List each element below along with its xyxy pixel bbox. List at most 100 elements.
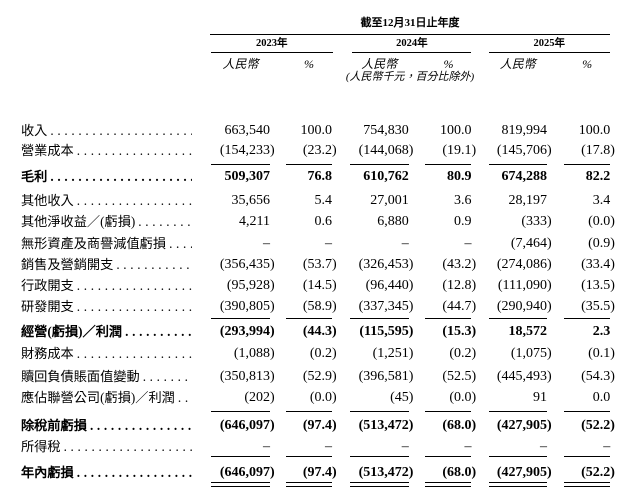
dot-leader: ........................................… — [76, 299, 192, 315]
unit-note: (人民幣千元，百分比除外) — [345, 70, 475, 83]
period-header: 截至12月31日止年度 — [360, 17, 460, 29]
value-cell: (33.4) — [581, 256, 615, 272]
value-cell: (1,075) — [510, 346, 552, 362]
row-label: 其他收入....................................… — [21, 190, 192, 212]
value-cell: (44.7) — [442, 299, 477, 315]
value-cell: 4,211 — [239, 214, 270, 230]
subtotal-rule — [349, 455, 409, 457]
year-header: 2024年 — [396, 37, 428, 49]
value-cell: (0.1) — [588, 346, 615, 362]
table-row: 所得稅.....................................… — [0, 436, 640, 458]
amount-column-header: 人民幣 — [361, 56, 398, 71]
value-cell: 754,830 — [363, 122, 409, 138]
dot-leader: ........................................… — [169, 235, 192, 251]
value-cell: 18,572 — [508, 323, 547, 339]
subtotal-rule — [286, 163, 332, 165]
table-row: 財務成本....................................… — [0, 343, 640, 365]
header-top-rule — [210, 33, 610, 35]
subtotal-rule — [488, 318, 547, 319]
row-label: 所得稅.....................................… — [21, 436, 192, 458]
year-header: 2025年 — [533, 37, 566, 49]
table-row: 營業成本....................................… — [0, 140, 640, 162]
value-cell: (0.0) — [309, 390, 337, 406]
subtotal-rule — [425, 318, 472, 319]
dot-leader: ........................................… — [76, 142, 192, 158]
total-double-rule — [425, 485, 472, 487]
value-cell: (646,097) — [219, 464, 275, 480]
row-label-text: 銷售及營銷開支 — [21, 256, 114, 272]
table-row: 毛利......................................… — [0, 166, 640, 188]
dot-leader: ........................................… — [76, 464, 192, 480]
value-cell: (396,581) — [358, 368, 414, 384]
row-label: 銷售及營銷開支.................................… — [21, 254, 192, 276]
value-cell: (274,086) — [496, 256, 552, 272]
subtotal-rule — [488, 411, 547, 412]
subtotal-rule — [349, 318, 409, 319]
year-rule — [211, 52, 333, 54]
total-double-rule — [564, 485, 611, 487]
value-cell: 100.0 — [300, 122, 333, 138]
dot-leader: ........................................… — [50, 168, 192, 184]
value-cell: 76.8 — [307, 168, 333, 184]
row-label-text: 經營(虧損)／利潤 — [21, 323, 123, 339]
value-cell: 674,288 — [501, 168, 547, 184]
total-double-rule — [286, 482, 332, 483]
value-cell: 509,307 — [224, 168, 271, 184]
value-cell: (154,233) — [219, 142, 275, 158]
value-cell: (513,472) — [358, 464, 414, 480]
row-label-text: 其他收入 — [21, 193, 74, 209]
row-label: 財務成本....................................… — [21, 343, 192, 365]
amount-column-header: 人民幣 — [222, 56, 259, 71]
total-double-rule — [488, 482, 547, 483]
row-label-text: 應佔聯營公司(虧損)／利潤 — [21, 390, 175, 406]
dot-leader: ........................................… — [116, 256, 192, 272]
value-cell: (111,090) — [497, 277, 552, 293]
table-row: 銷售及營銷開支.................................… — [0, 254, 640, 276]
dot-leader: ........................................… — [89, 417, 192, 433]
table-row: 收入......................................… — [0, 120, 640, 142]
year-header: 2023年 — [256, 37, 288, 49]
value-cell: (44.3) — [302, 323, 337, 339]
row-label: 行政開支....................................… — [21, 275, 192, 297]
value-cell: (52.9) — [302, 368, 337, 384]
value-cell: (115,595) — [359, 323, 414, 339]
value-cell: – — [464, 439, 472, 455]
value-cell: (68.0) — [442, 417, 477, 433]
row-label-text: 研發開支 — [21, 299, 74, 315]
subtotal-rule — [425, 411, 472, 412]
value-cell: (646,097) — [219, 417, 275, 433]
subtotal-rule — [286, 411, 332, 412]
row-label: 贖回負債賬面值變動...............................… — [21, 366, 192, 388]
subtotal-rule — [349, 163, 409, 165]
value-cell: (45) — [390, 390, 414, 406]
value-cell: (0.2) — [309, 346, 337, 362]
row-label-text: 其他淨收益／(虧損) — [21, 214, 136, 230]
value-cell: (1,088) — [233, 346, 275, 362]
value-cell: (96,440) — [365, 277, 414, 293]
value-cell: 610,762 — [363, 168, 409, 184]
value-cell: 2.3 — [592, 323, 611, 339]
value-cell: (7,464) — [510, 235, 552, 251]
value-cell: (97.4) — [302, 464, 337, 480]
table-row: 除稅前虧損...................................… — [0, 415, 640, 437]
subtotal-rule — [564, 411, 611, 412]
value-cell: 35,656 — [231, 193, 271, 209]
subtotal-rule — [211, 411, 270, 412]
value-cell: (68.0) — [442, 464, 477, 480]
total-double-rule — [211, 482, 270, 483]
percent-column-header: % — [304, 56, 314, 71]
subtotal-rule — [211, 318, 270, 319]
value-cell: 100.0 — [578, 122, 611, 138]
row-label: 營業成本....................................… — [21, 140, 192, 162]
value-cell: (390,805) — [219, 299, 275, 315]
subtotal-rule — [425, 455, 472, 457]
total-double-rule — [425, 482, 472, 483]
subtotal-rule — [564, 318, 611, 319]
row-label: 收入......................................… — [21, 120, 192, 142]
table-row: 贖回負債賬面值變動...............................… — [0, 366, 640, 388]
value-cell: (333) — [521, 214, 552, 230]
value-cell: 5.4 — [314, 193, 333, 209]
value-cell: (145,706) — [496, 142, 552, 158]
value-cell: 27,001 — [370, 193, 409, 209]
